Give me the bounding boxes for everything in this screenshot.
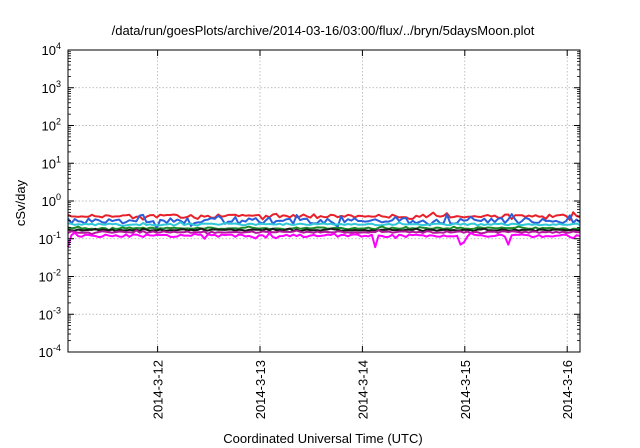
series-line (67, 221, 581, 227)
y-tick-label: 104 (42, 41, 61, 58)
y-tick-label: 103 (42, 79, 61, 96)
series-line (67, 229, 581, 236)
y-tick-label: 10-1 (39, 230, 61, 247)
series-line (67, 225, 581, 232)
x-tick-label: 2014-3-14 (355, 360, 370, 419)
y-tick-label: 100 (42, 192, 61, 209)
y-tick-label: 10-4 (39, 343, 61, 360)
series-line (67, 231, 581, 249)
x-tick-label: 2014-3-12 (151, 360, 166, 419)
y-tick-label: 102 (42, 117, 61, 134)
series-line (67, 227, 580, 233)
y-axis-label: cSv/day (13, 179, 28, 226)
y-tick-label: 10-2 (39, 268, 61, 285)
x-axis-label: Coordinated Universal Time (UTC) (223, 431, 422, 446)
x-tick-label: 2014-3-13 (253, 360, 268, 419)
x-tick-label: 2014-3-15 (458, 360, 473, 419)
x-tick-label: 2014-3-16 (560, 360, 575, 419)
y-tick-label: 10-3 (39, 305, 61, 322)
y-tick-label: 101 (42, 154, 61, 171)
series-line (67, 211, 581, 221)
grid-lines (68, 49, 580, 353)
axis-ticks: 10-4 10-3 10-2 10-1 100 101 102 103 104 2014-3-12… (39, 41, 580, 419)
series-layer (67, 211, 581, 249)
chart-title: /data/run/goesPlots/archive/2014-03-16/0… (112, 23, 535, 38)
